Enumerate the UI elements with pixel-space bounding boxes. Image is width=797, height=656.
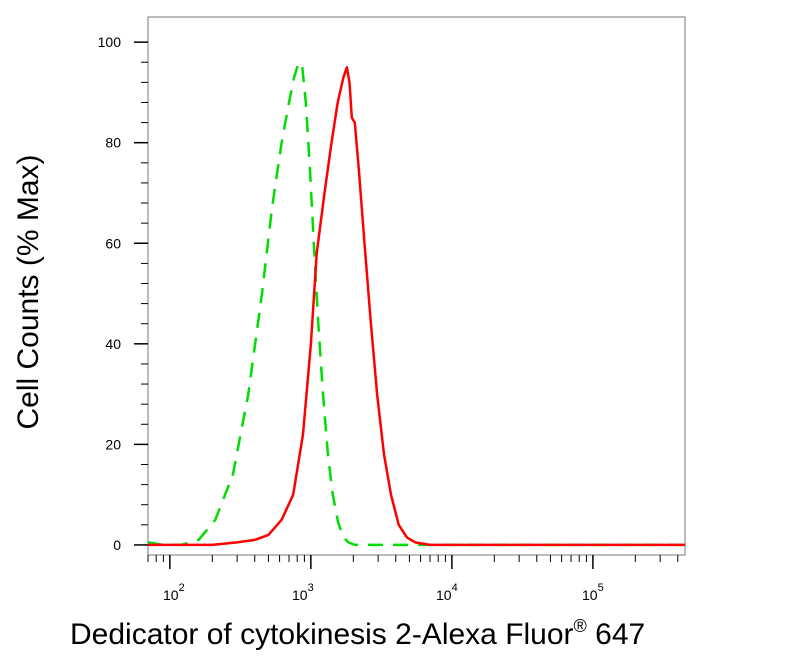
y-tick-label: 20: [105, 436, 121, 452]
x-axis: 102 103 104 105: [147, 555, 679, 603]
y-tick-label: 40: [105, 336, 121, 352]
x-tick-label: 102: [163, 582, 185, 603]
sample-histogram-line: [148, 66, 685, 547]
x-tick-label: 104: [436, 582, 458, 603]
plot-frame: [147, 16, 686, 556]
x-tick-label: 103: [292, 582, 314, 603]
series-layer: [147, 61, 685, 547]
control-histogram-line: [147, 61, 685, 547]
y-tick-label: 60: [105, 235, 121, 251]
x-tick-label: 105: [582, 582, 604, 603]
y-tick-label: 0: [113, 537, 121, 553]
y-axis: 0 20 40 60 80 100: [98, 34, 148, 553]
x-axis-title-main: Dedicator of cytokinesis 2-Alexa Fluor: [70, 618, 574, 651]
y-tick-label: 100: [98, 34, 122, 50]
x-axis-title-registered-mark: ®: [574, 616, 587, 636]
x-axis-title-suffix: 647: [587, 618, 645, 651]
x-axis-title: Dedicator of cytokinesis 2-Alexa Fluor® …: [70, 616, 645, 651]
y-tick-label: 80: [105, 135, 121, 151]
y-axis-title: Cell Counts (% Max): [12, 154, 45, 429]
